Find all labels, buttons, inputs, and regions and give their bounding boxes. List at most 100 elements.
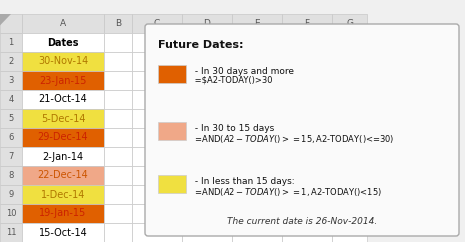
Bar [232, 166, 282, 185]
Bar [232, 14, 282, 33]
Bar [0, 166, 22, 185]
Bar [332, 90, 367, 109]
Text: 7: 7 [8, 152, 13, 161]
Bar [0, 109, 22, 128]
Bar [182, 147, 232, 166]
Text: 21-Oct-14: 21-Oct-14 [39, 94, 87, 105]
Bar [232, 147, 282, 166]
FancyBboxPatch shape [145, 24, 459, 236]
Bar [182, 109, 232, 128]
Text: 8: 8 [8, 171, 13, 180]
Bar [132, 185, 182, 204]
Bar [104, 71, 132, 90]
Bar [282, 71, 332, 90]
Bar [132, 204, 182, 223]
Bar [158, 175, 186, 193]
Bar [232, 90, 282, 109]
Bar [104, 33, 132, 52]
Text: 2: 2 [8, 57, 13, 66]
Bar [22, 128, 104, 147]
Text: F: F [305, 19, 310, 28]
Bar [0, 223, 22, 242]
Text: The current date is 26-Nov-2014.: The current date is 26-Nov-2014. [227, 217, 377, 226]
Bar [104, 14, 132, 33]
Text: - In 30 to 15 days: - In 30 to 15 days [192, 124, 274, 133]
Bar [0, 90, 22, 109]
Bar [132, 90, 182, 109]
Bar [0, 33, 22, 52]
Text: 5-Dec-14: 5-Dec-14 [41, 113, 85, 123]
Text: Future Dates:: Future Dates: [158, 40, 244, 50]
Bar [22, 147, 104, 166]
Bar [182, 166, 232, 185]
Text: - In less than 15 days:: - In less than 15 days: [192, 177, 295, 186]
Text: B: B [115, 19, 121, 28]
Text: 29-Dec-14: 29-Dec-14 [38, 133, 88, 143]
Bar [332, 223, 367, 242]
Bar [22, 109, 104, 128]
Bar [282, 52, 332, 71]
Text: 1: 1 [8, 38, 13, 47]
Bar [232, 33, 282, 52]
Bar [0, 204, 22, 223]
Bar [158, 65, 186, 83]
Text: 9: 9 [8, 190, 13, 199]
Bar [182, 14, 232, 33]
Bar [182, 90, 232, 109]
Bar [332, 52, 367, 71]
Bar [282, 128, 332, 147]
Bar [232, 185, 282, 204]
Bar [22, 90, 104, 109]
Bar [104, 185, 132, 204]
Bar [22, 14, 104, 33]
Bar [332, 204, 367, 223]
Bar [182, 33, 232, 52]
Bar [132, 71, 182, 90]
Bar [132, 52, 182, 71]
Bar [332, 128, 367, 147]
Bar [104, 109, 132, 128]
Bar [132, 33, 182, 52]
Bar [332, 71, 367, 90]
Bar [282, 147, 332, 166]
Text: D: D [204, 19, 211, 28]
Bar [22, 185, 104, 204]
Bar [0, 128, 22, 147]
Bar [104, 223, 132, 242]
Bar [282, 33, 332, 52]
Text: 1-Dec-14: 1-Dec-14 [41, 189, 85, 199]
Text: =AND($A2-TODAY()>=15, $A2-TODAY()<=30): =AND($A2-TODAY()>=15, $A2-TODAY()<=30) [192, 133, 394, 145]
Bar [104, 204, 132, 223]
Bar [282, 204, 332, 223]
Bar [132, 128, 182, 147]
Bar [22, 166, 104, 185]
Bar [22, 52, 104, 71]
Bar [232, 223, 282, 242]
Text: A: A [60, 19, 66, 28]
Text: 15-Oct-14: 15-Oct-14 [39, 227, 87, 237]
Text: 23-Jan-15: 23-Jan-15 [40, 76, 86, 85]
Bar [132, 109, 182, 128]
Text: - In 30 days and more: - In 30 days and more [192, 67, 294, 76]
Text: 22-Dec-14: 22-Dec-14 [38, 171, 88, 181]
Text: 6: 6 [8, 133, 13, 142]
Bar [332, 109, 367, 128]
Text: 2-Jan-14: 2-Jan-14 [42, 151, 84, 161]
Bar [282, 109, 332, 128]
Text: =$A2-TODAY()>30: =$A2-TODAY()>30 [192, 76, 272, 85]
Bar [104, 147, 132, 166]
Polygon shape [0, 14, 11, 25]
Text: 30-Nov-14: 30-Nov-14 [38, 56, 88, 67]
Bar [0, 71, 22, 90]
Bar [0, 52, 22, 71]
Bar [132, 166, 182, 185]
Bar [232, 71, 282, 90]
Bar [104, 90, 132, 109]
Bar [182, 128, 232, 147]
Bar [332, 147, 367, 166]
Bar [132, 147, 182, 166]
Bar [282, 90, 332, 109]
Bar [232, 204, 282, 223]
Bar [22, 223, 104, 242]
Bar [282, 14, 332, 33]
